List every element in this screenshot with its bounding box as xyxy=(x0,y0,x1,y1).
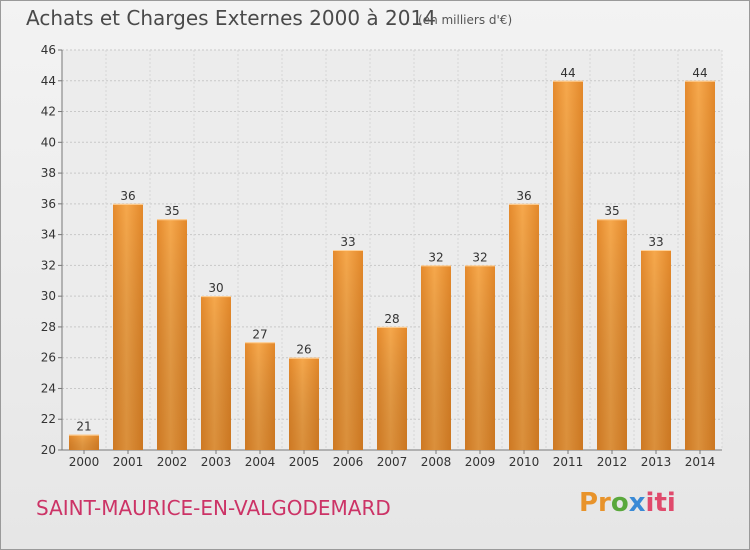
logo-part-1: Pr xyxy=(579,488,611,518)
chart-subtitle: (en milliers d'€) xyxy=(418,13,513,27)
logo-part-4: iti xyxy=(645,488,676,518)
bar-shade-2004 xyxy=(245,342,275,450)
y-tick-label: 34 xyxy=(41,228,56,242)
bar-shade-2003 xyxy=(201,296,231,450)
logo-part-2: o xyxy=(610,488,629,518)
data-label-2002: 35 xyxy=(164,204,179,218)
commune-name: SAINT-MAURICE-EN-VALGODEMARD xyxy=(36,496,391,520)
x-tick-label-2009: 2009 xyxy=(465,455,496,469)
bar-shade-2013 xyxy=(641,250,671,450)
data-label-2001: 36 xyxy=(120,189,135,203)
bar-shade-2011 xyxy=(553,80,583,451)
chart-title: Achats et Charges Externes 2000 à 2014 xyxy=(26,6,436,30)
bar-shade-2006 xyxy=(333,250,363,450)
bar-shade-2008 xyxy=(421,265,451,450)
y-tick-label: 24 xyxy=(41,381,56,395)
x-tick-label-2003: 2003 xyxy=(201,455,232,469)
x-tick-label-2013: 2013 xyxy=(641,455,672,469)
x-tick-label-2000: 2000 xyxy=(69,455,100,469)
bar-shade-2000 xyxy=(69,434,99,450)
y-tick-label: 22 xyxy=(41,412,56,426)
data-label-2013: 33 xyxy=(648,235,663,249)
data-label-2010: 36 xyxy=(516,189,531,203)
bar-shade-2001 xyxy=(113,203,143,450)
y-tick-label: 32 xyxy=(41,258,56,272)
data-label-2004: 27 xyxy=(252,327,267,341)
data-label-2000: 21 xyxy=(76,420,91,434)
bar-shade-2012 xyxy=(597,219,627,450)
bar-shade-2007 xyxy=(377,326,407,450)
data-label-2011: 44 xyxy=(560,66,575,80)
data-label-2005: 26 xyxy=(296,343,311,357)
x-tick-label-2010: 2010 xyxy=(509,455,540,469)
data-label-2006: 33 xyxy=(340,235,355,249)
y-tick-label: 42 xyxy=(41,105,56,119)
data-label-2003: 30 xyxy=(208,281,223,295)
x-tick-label-2014: 2014 xyxy=(685,455,716,469)
data-label-2009: 32 xyxy=(472,250,487,264)
x-tick-label-2002: 2002 xyxy=(157,455,188,469)
y-tick-label: 36 xyxy=(41,197,56,211)
data-label-2007: 28 xyxy=(384,312,399,326)
x-tick-label-2008: 2008 xyxy=(421,455,452,469)
x-tick-label-2012: 2012 xyxy=(597,455,628,469)
data-label-2008: 32 xyxy=(428,250,443,264)
bar-shade-2002 xyxy=(157,219,187,450)
y-tick-label: 46 xyxy=(41,43,56,57)
y-tick-label: 26 xyxy=(41,351,56,365)
y-tick-label: 20 xyxy=(41,443,56,457)
x-tick-label-2004: 2004 xyxy=(245,455,276,469)
y-tick-label: 40 xyxy=(41,135,56,149)
proxiti-logo: Proxiti xyxy=(579,488,676,518)
data-label-2012: 35 xyxy=(604,204,619,218)
bar-shade-2005 xyxy=(289,357,319,450)
data-label-2014: 44 xyxy=(692,66,707,80)
bar-shade-2010 xyxy=(509,203,539,450)
logo-part-3: x xyxy=(628,488,646,518)
bar-shade-2009 xyxy=(465,265,495,450)
bar-shade-2014 xyxy=(685,80,715,451)
y-tick-label: 44 xyxy=(41,74,56,88)
x-tick-label-2005: 2005 xyxy=(289,455,320,469)
x-tick-label-2001: 2001 xyxy=(113,455,144,469)
x-tick-label-2007: 2007 xyxy=(377,455,408,469)
y-tick-label: 30 xyxy=(41,289,56,303)
x-tick-label-2006: 2006 xyxy=(333,455,364,469)
y-tick-label: 28 xyxy=(41,320,56,334)
x-tick-label-2011: 2011 xyxy=(553,455,584,469)
y-tick-label: 38 xyxy=(41,166,56,180)
